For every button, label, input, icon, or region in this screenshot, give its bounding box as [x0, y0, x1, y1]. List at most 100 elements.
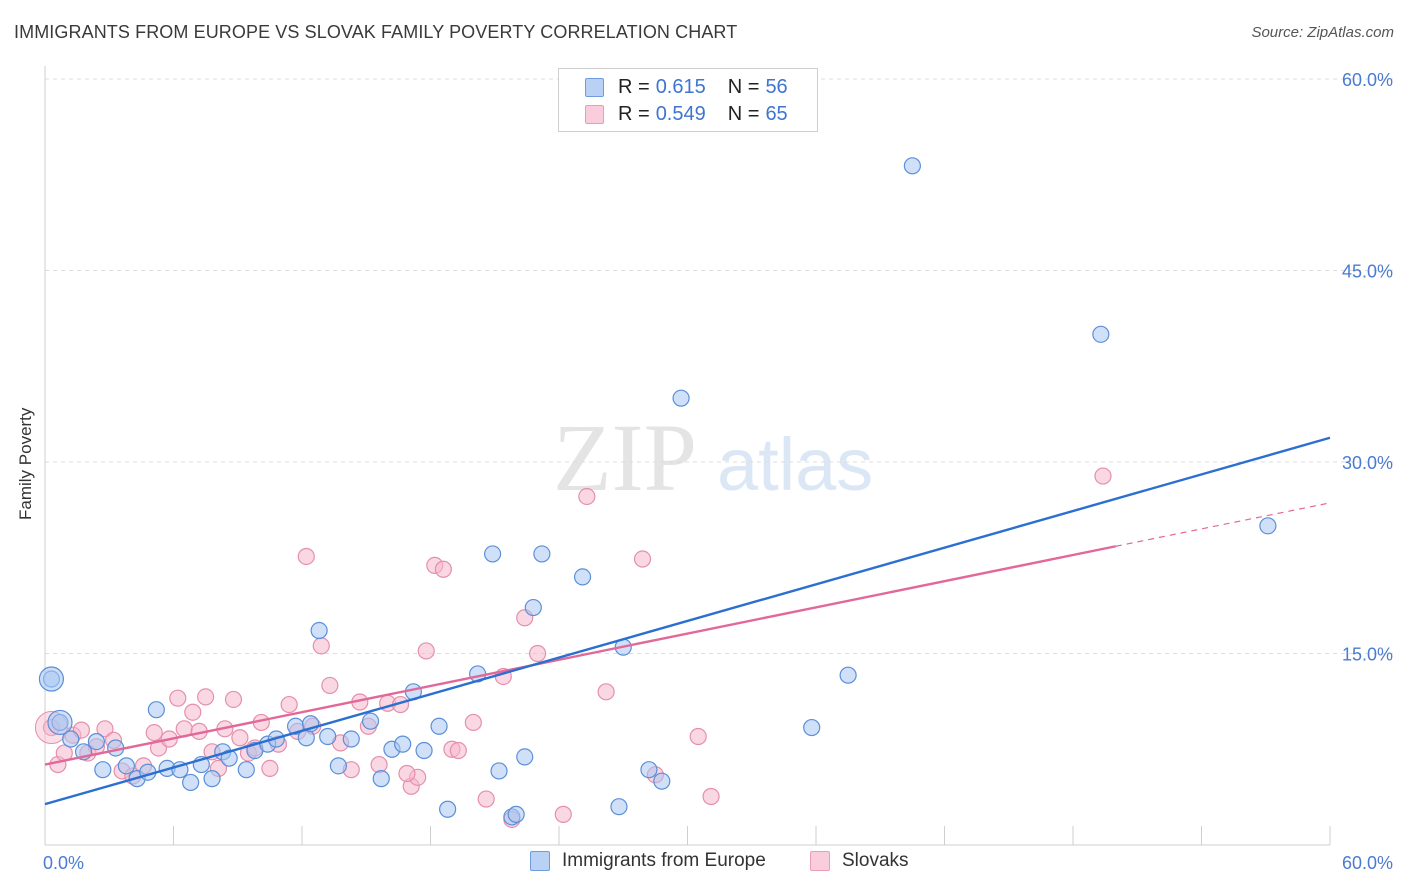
- europe-point: [516, 748, 534, 766]
- slovaks-trend-line: [44, 545, 1117, 766]
- europe-point: [372, 770, 390, 788]
- europe-point: [640, 761, 658, 779]
- europe-point: [319, 727, 337, 746]
- chart-title: IMMIGRANTS FROM EUROPE VS SLOVAK FAMILY …: [14, 22, 738, 42]
- x-tick-label: 0.0%: [43, 853, 84, 873]
- europe-point: [1092, 325, 1110, 343]
- legend-label-slovaks: Slovaks: [842, 850, 909, 871]
- watermark-zip: ZIP: [553, 404, 697, 511]
- slovaks-point: [312, 637, 330, 655]
- slovaks-point: [554, 805, 572, 823]
- slovaks-point: [280, 695, 298, 714]
- europe-point: [573, 568, 592, 586]
- slovaks-point: [398, 764, 416, 783]
- europe-point: [430, 717, 448, 735]
- slovaks-points: [34, 467, 1112, 829]
- slovaks-point: [224, 690, 243, 709]
- slovaks-point: [261, 759, 279, 778]
- slovaks-point: [597, 683, 615, 701]
- slovaks-point: [449, 741, 467, 760]
- slovaks-point: [578, 487, 596, 506]
- slovaks-point: [169, 689, 187, 707]
- slovaks-point: [197, 688, 215, 706]
- legend-swatch-pink: [585, 104, 604, 124]
- legend-swatch-blue: [585, 77, 604, 97]
- slovaks-point: [297, 547, 315, 566]
- slovaks-trend-extension: [1115, 502, 1331, 547]
- europe-point: [610, 798, 628, 816]
- n-value: 65: [765, 102, 788, 125]
- slovaks-point: [1094, 467, 1112, 485]
- y-tick-label: 30.0%: [1342, 453, 1393, 473]
- n-value: 56: [765, 75, 788, 98]
- europe-point: [147, 701, 165, 719]
- europe-point: [329, 757, 348, 775]
- r-label: R =: [618, 102, 650, 125]
- slovaks-point: [689, 727, 707, 746]
- correlation-legend: R = 0.615 N = 56 R = 0.549 N = 65: [558, 68, 818, 132]
- legend-item-europe[interactable]: Immigrants from Europe: [530, 850, 766, 872]
- axes: [44, 66, 1331, 846]
- y-tick-label: 15.0%: [1342, 645, 1393, 665]
- legend-row-slovaks: R = 0.549 N = 65: [585, 102, 788, 126]
- r-value: 0.549: [655, 102, 706, 125]
- r-label: R =: [618, 75, 650, 98]
- x-tick-label: 60.0%: [1342, 853, 1393, 873]
- trend-lines: [44, 436, 1331, 806]
- europe-point: [310, 621, 328, 640]
- europe-point-large: [47, 709, 73, 736]
- legend-swatch-pink: [810, 851, 830, 871]
- europe-point-large: [38, 666, 65, 692]
- legend-item-slovaks[interactable]: Slovaks: [810, 850, 909, 872]
- europe-trend-line: [44, 436, 1331, 806]
- legend-swatch-blue: [530, 851, 550, 871]
- europe-point: [361, 712, 380, 730]
- europe-point: [439, 800, 457, 818]
- slovaks-point: [702, 787, 720, 806]
- europe-point: [839, 666, 857, 684]
- europe-point: [524, 598, 542, 617]
- europe-point: [237, 761, 255, 779]
- europe-point: [394, 735, 412, 753]
- slovaks-point: [231, 729, 249, 747]
- slovaks-point: [96, 720, 114, 738]
- europe-point: [182, 773, 200, 792]
- europe-point: [803, 718, 821, 737]
- europe-point: [117, 757, 135, 775]
- europe-points: [38, 157, 1277, 826]
- europe-point: [533, 545, 551, 563]
- europe-point: [415, 741, 433, 760]
- y-tick-label: 60.0%: [1342, 70, 1393, 90]
- slovaks-point: [477, 790, 495, 808]
- slovaks-point: [434, 560, 452, 578]
- europe-point: [94, 761, 112, 779]
- europe-point: [490, 762, 508, 780]
- europe-point: [1259, 517, 1277, 535]
- legend-label-europe: Immigrants from Europe: [562, 850, 766, 871]
- n-label: N =: [727, 102, 760, 125]
- europe-point: [62, 730, 80, 748]
- slovaks-point: [417, 642, 435, 660]
- slovaks-point: [321, 676, 339, 695]
- europe-point: [653, 772, 671, 790]
- watermark-atlas: atlas: [717, 423, 873, 506]
- europe-point: [87, 732, 106, 751]
- slovaks-point: [145, 724, 163, 742]
- slovaks-point: [528, 644, 547, 663]
- europe-point: [507, 805, 525, 823]
- r-value: 0.615: [655, 75, 706, 98]
- europe-point: [484, 545, 502, 563]
- tick-labels: 15.0% 30.0% 45.0% 60.0% 0.0% 60.0%: [43, 70, 1393, 873]
- europe-point: [220, 749, 238, 767]
- europe-point: [203, 770, 221, 788]
- europe-point: [672, 389, 690, 407]
- grid: [45, 78, 1395, 654]
- slovaks-point: [370, 755, 388, 774]
- y-tick-label: 45.0%: [1342, 262, 1393, 282]
- slovaks-point: [184, 703, 202, 721]
- legend-row-europe: R = 0.615 N = 56: [585, 75, 788, 99]
- series-legend: Immigrants from Europe Slovaks: [0, 850, 1406, 880]
- europe-point: [903, 157, 921, 175]
- n-label: N =: [727, 75, 760, 98]
